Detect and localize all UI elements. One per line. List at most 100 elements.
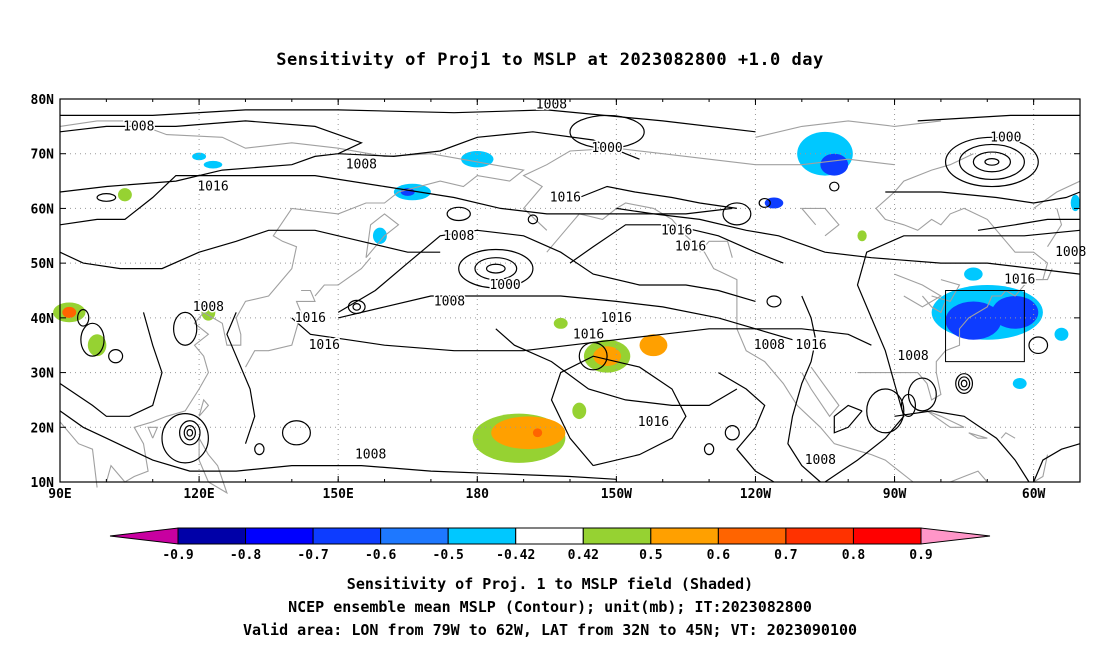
coastline	[968, 432, 988, 439]
shaded-area	[491, 416, 566, 450]
shaded-area	[639, 334, 668, 357]
mslp-contour-ring	[866, 388, 905, 434]
y-tick-label: 30N	[31, 367, 55, 382]
mslp-contour	[579, 185, 737, 209]
coastline	[1033, 268, 1053, 281]
mslp-contour-ring	[254, 443, 265, 456]
coastline	[365, 213, 400, 259]
mslp-contour-ring	[758, 197, 771, 208]
mslp-contour-ring	[1028, 336, 1049, 355]
contour-label: 1008	[434, 294, 465, 309]
contour-label: 1016	[795, 338, 826, 353]
mslp-contour	[495, 328, 738, 406]
shaded-area	[991, 295, 1039, 329]
x-tick-label: 90W	[883, 487, 907, 502]
colorbar-label: -0.7	[297, 548, 328, 563]
mslp-contour	[337, 229, 756, 313]
mslp-contour	[59, 410, 617, 480]
shaded-area	[857, 230, 867, 242]
mslp-contour-ring	[446, 206, 471, 222]
mslp-contour-ring	[179, 420, 201, 446]
shaded-area	[117, 188, 132, 202]
x-tick-label: 120W	[740, 487, 771, 502]
mslp-contour-ring	[108, 348, 124, 364]
coastline	[314, 257, 372, 297]
mslp-contour-ring	[186, 428, 194, 437]
mslp-contour-ring	[183, 425, 196, 441]
contour-label: 1016	[661, 223, 692, 238]
mslp-contour-ring	[281, 420, 311, 446]
contour-label: 1016	[1004, 273, 1035, 288]
mslp-contour-ring	[984, 158, 1000, 166]
mslp-contour	[226, 312, 256, 444]
y-tick-label: 70N	[31, 148, 55, 163]
colorbar-label: 0.8	[842, 548, 866, 563]
x-tick-label: 60W	[1022, 487, 1046, 502]
contour-label: 1016	[197, 180, 228, 195]
mslp-contour-ring	[458, 248, 534, 289]
mslp-contour	[718, 372, 775, 483]
mslp-contour-ring	[944, 136, 1039, 188]
shaded-area	[62, 306, 77, 318]
mslp-contour	[550, 355, 687, 467]
colorbar-label: -0.9	[162, 548, 193, 563]
mslp-contour	[917, 114, 1080, 122]
mslp-contour-layer	[59, 109, 1081, 483]
shaded-area	[372, 227, 387, 244]
colorbar-swatch	[380, 527, 449, 545]
mslp-contour	[616, 207, 1081, 275]
coastline	[147, 426, 159, 439]
contour-label: 1016	[638, 415, 669, 430]
coastline	[800, 207, 840, 237]
mslp-contour	[338, 295, 793, 341]
shaded-area	[1012, 378, 1027, 389]
mslp-contour-ring	[474, 257, 518, 281]
contour-label: 1016	[550, 190, 581, 205]
colorbar-swatch	[177, 527, 247, 545]
plot-frame	[59, 98, 1081, 483]
contour-label: 1008	[355, 448, 386, 463]
caption-contour: NCEP ensemble mean MSLP (Contour); unit(…	[288, 598, 812, 616]
caption-shaded: Sensitivity of Proj. 1 to MSLP field (Sh…	[346, 575, 754, 593]
contour-label: 1016	[295, 311, 326, 326]
contour-label: 1008	[536, 97, 567, 112]
coastline	[1000, 432, 1016, 439]
colorbar-swatch	[312, 527, 382, 545]
mslp-contour	[59, 229, 441, 270]
colorbar-label: 0.6	[707, 548, 731, 563]
contour-label: 1008	[443, 229, 474, 244]
contour-label: 1000	[591, 141, 622, 156]
colorbar-label: 0.7	[774, 548, 797, 563]
mslp-contour-ring	[957, 376, 971, 391]
mslp-contour-ring	[958, 143, 1025, 181]
mslp-contour	[787, 295, 821, 483]
contour-label: 1008	[897, 349, 928, 364]
colorbar-label: -0.5	[433, 548, 464, 563]
coastline	[1033, 180, 1081, 209]
mslp-contour-ring	[955, 373, 974, 394]
grid-layer	[60, 99, 1080, 482]
mslp-contour-ring	[703, 443, 715, 456]
mslp-contour	[59, 175, 733, 226]
colorbar-label: -0.6	[365, 548, 396, 563]
shaded-area	[203, 160, 223, 169]
coastline	[857, 153, 1049, 401]
coastline	[926, 410, 965, 428]
colorbar-label: -0.42	[496, 548, 535, 563]
mslp-contour	[977, 218, 1080, 231]
coastline	[1047, 208, 1063, 247]
mslp-contour	[833, 404, 863, 434]
chart-title: Sensitivity of Proj1 to MSLP at 20230828…	[276, 50, 824, 70]
coastline	[522, 147, 895, 231]
colorbar-high-arrow	[920, 527, 991, 545]
y-tick-label: 60N	[31, 202, 55, 217]
x-tick-label: 150W	[601, 487, 632, 502]
mslp-contour-ring	[766, 295, 782, 308]
colorbar-label: 0.42	[568, 548, 599, 563]
mslp-contour-ring	[172, 311, 198, 346]
caption-valid-area: Valid area: LON from 79W to 62W, LAT fro…	[242, 621, 858, 639]
contour-label: 1016	[309, 338, 340, 353]
contour-label: 1000	[489, 278, 520, 293]
colorbar-swatch	[650, 527, 719, 545]
